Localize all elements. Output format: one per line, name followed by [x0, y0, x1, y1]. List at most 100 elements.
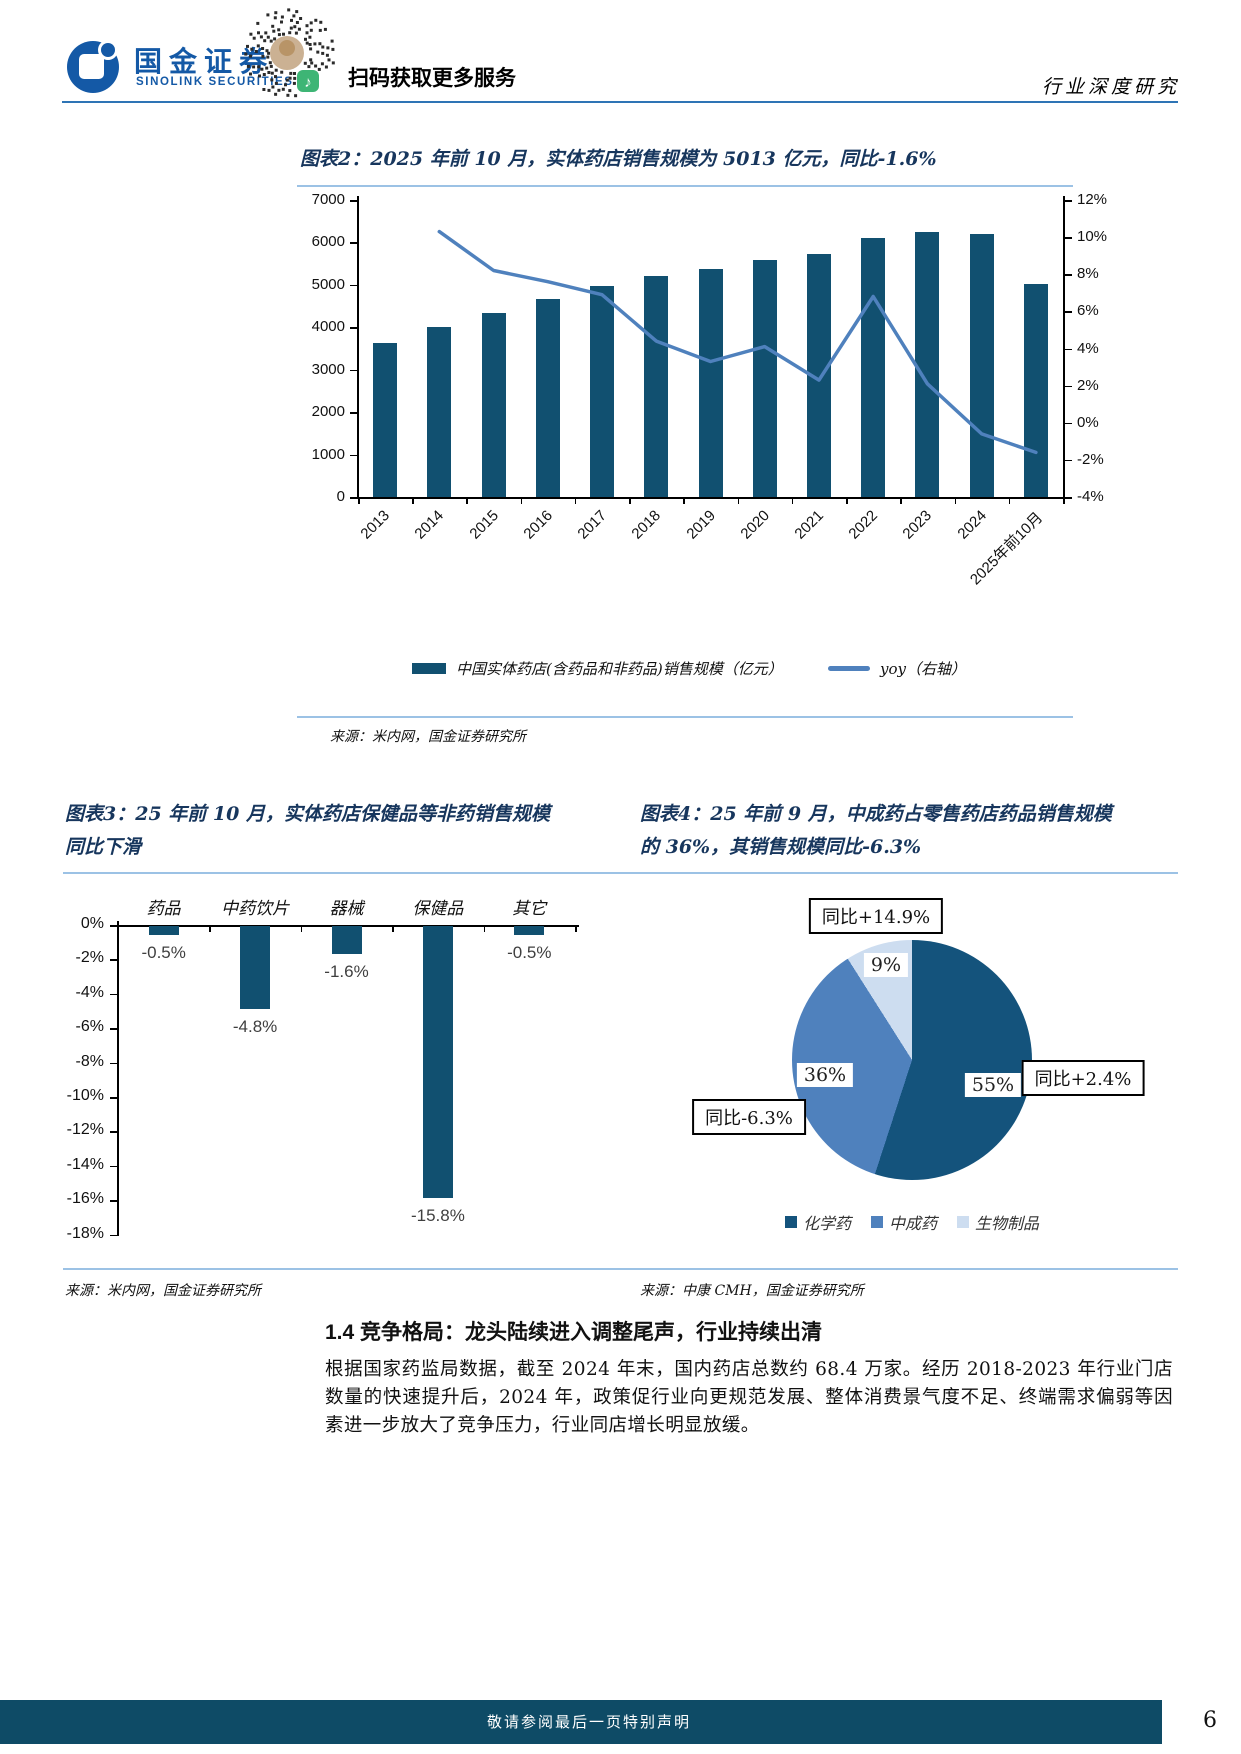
- c2-x-tick: [737, 497, 740, 504]
- c3-x-tick: [483, 925, 486, 932]
- pie-callout-tcm: 同比-6.3%: [692, 1099, 806, 1135]
- c2-x-tick: [466, 497, 468, 504]
- bar-其它: [514, 926, 545, 935]
- pie-callout-chemical: 同比+2.4%: [1021, 1060, 1145, 1096]
- figure3-source: 来源：米内网，国金证券研究所: [65, 1283, 261, 1299]
- doc-type-label: 行业深度研究: [1041, 76, 1180, 98]
- c2-x-tick: [791, 497, 794, 504]
- bar-器械: [331, 926, 362, 954]
- c3-category-label: 中药饮片: [221, 899, 290, 919]
- page-number: 6: [1203, 1708, 1217, 1733]
- c3-x-tick: [392, 925, 394, 932]
- logo-subtitle: SINOLINK SECURITIES: [136, 76, 294, 88]
- axis-label: -4%: [75, 983, 104, 1001]
- qr-caption: 扫码获取更多服务: [348, 67, 516, 90]
- figure3-title: 图表3：25 年前 10 月，实体药店保健品等非药销售规模 同比下滑: [65, 798, 550, 865]
- c2-left-tick: [350, 497, 357, 499]
- legend-swatch-bio: [957, 1216, 969, 1228]
- footer-disclaimer: 敬请参阅最后一页特别声明: [487, 1713, 692, 1731]
- c3-data-label: -15.8%: [410, 1205, 465, 1225]
- c2-left-tick: [350, 369, 357, 372]
- c3-data-label: -0.5%: [507, 942, 552, 962]
- section-paragraph: 根据国家药监局数据，截至 2024 年末，国内药店总数约 68.4 万家。经历 …: [325, 1359, 1173, 1436]
- pie-chart: [792, 940, 1032, 1180]
- figure2-divider-top: [297, 185, 1073, 187]
- bar-series-label: 中国实体药店(含药品和非药品)销售规模（亿元）: [456, 660, 783, 678]
- axis-label: -16%: [66, 1190, 104, 1208]
- c3-category-label: 药品: [146, 899, 181, 919]
- c2-x-tick: [683, 497, 685, 504]
- c2-right-tick: [1065, 385, 1072, 388]
- footer-bar: 敬请参阅最后一页特别声明: [0, 1700, 1162, 1744]
- c3-zero-line: [114, 925, 579, 927]
- c2-left-tick: [350, 327, 357, 329]
- bar-2016: [535, 299, 560, 497]
- bar-2023: [915, 232, 940, 497]
- logo-name: 国金证券: [134, 46, 275, 77]
- c3-y-tick: [110, 1200, 117, 1202]
- axis-label: -4%: [1077, 488, 1104, 505]
- figure4-title-line2: 的 36%，其销售规模同比-6.3%: [640, 836, 922, 859]
- c2-left-tick: [350, 454, 357, 457]
- line-series-label: yoy（右轴）: [880, 660, 966, 678]
- figure2-legend-line: yoy（右轴）: [828, 658, 966, 679]
- axis-label: -10%: [66, 1087, 104, 1104]
- c3-data-label: -4.8%: [232, 1016, 278, 1036]
- c3-y-tick: [110, 1131, 117, 1133]
- legend-item-bio: 生物制品: [957, 1210, 1039, 1234]
- bar-2018: [644, 276, 669, 497]
- c2-right-tick: [1065, 348, 1072, 350]
- bar-2015: [481, 313, 506, 497]
- c3-data-label: -1.6%: [324, 961, 369, 981]
- axis-label: 7000: [311, 191, 345, 208]
- legend-label-bio: 生物制品: [975, 1214, 1040, 1233]
- line-series-swatch: [828, 666, 870, 671]
- legend-swatch-tcm: [870, 1216, 883, 1228]
- axis-label: 0%: [1077, 413, 1099, 431]
- c3-category-label: 保健品: [412, 899, 464, 919]
- axis-label: 4000: [311, 318, 345, 336]
- c3-y-tick: [110, 1165, 117, 1168]
- axis-label: 2%: [1077, 376, 1099, 394]
- figure4-title: 图表4：25 年前 9 月，中成药占零售药店药品销售规模 的 36%，其销售规模…: [640, 798, 1112, 865]
- axis-label: 4%: [1077, 339, 1099, 357]
- c2-x-tick: [520, 497, 523, 504]
- axis-label: -18%: [66, 1224, 104, 1242]
- bar-中药饮片: [240, 926, 271, 1009]
- axis-label: 8%: [1077, 265, 1099, 283]
- legend-label-tcm: 中成药: [888, 1214, 937, 1233]
- c3-y-tick: [110, 993, 117, 996]
- axis-label: -6%: [75, 1018, 104, 1036]
- c3-x-tick: [575, 925, 577, 932]
- figure3-title-line1: 图表3：25 年前 10 月，实体药店保健品等非药销售规模: [65, 803, 550, 825]
- axis-label: -2%: [1077, 450, 1104, 468]
- axis-label: -14%: [66, 1155, 104, 1173]
- yoy-line: [437, 229, 1038, 455]
- c2-bottom-axis: [354, 497, 1067, 499]
- axis-label: 6000: [311, 233, 345, 251]
- pie-slice-label-tcm: 36%: [796, 1063, 854, 1087]
- c2-right-tick: [1065, 237, 1072, 239]
- bar-2020: [752, 259, 777, 497]
- c2-left-tick: [350, 200, 357, 202]
- c3-data-label: -0.5%: [141, 942, 186, 962]
- axis-label: 10%: [1077, 228, 1108, 246]
- c3-category-label: 器械: [329, 899, 364, 919]
- bar-保健品: [422, 926, 453, 1198]
- c2-left-tick: [350, 412, 357, 414]
- legend-item-chemical: 化学药: [784, 1210, 851, 1234]
- c2-x-tick: [1063, 497, 1065, 504]
- axis-label: 0: [336, 488, 345, 505]
- axis-label: 6%: [1077, 302, 1099, 320]
- c2-x-tick: [412, 497, 414, 504]
- legend-label-chemical: 化学药: [802, 1214, 851, 1233]
- figure3-title-line2: 同比下滑: [65, 836, 142, 859]
- bar-series-swatch: [412, 663, 446, 674]
- c2-left-axis: [357, 196, 359, 498]
- figure4-legend: 化学药 中成药 生物制品: [672, 1210, 1152, 1234]
- c3-y-axis: [117, 921, 119, 1236]
- c3-y-tick: [110, 959, 117, 961]
- figure2-divider-bottom: [297, 716, 1073, 718]
- figure2-legend-bar: 中国实体药店(含药品和非药品)销售规模（亿元）: [412, 658, 783, 679]
